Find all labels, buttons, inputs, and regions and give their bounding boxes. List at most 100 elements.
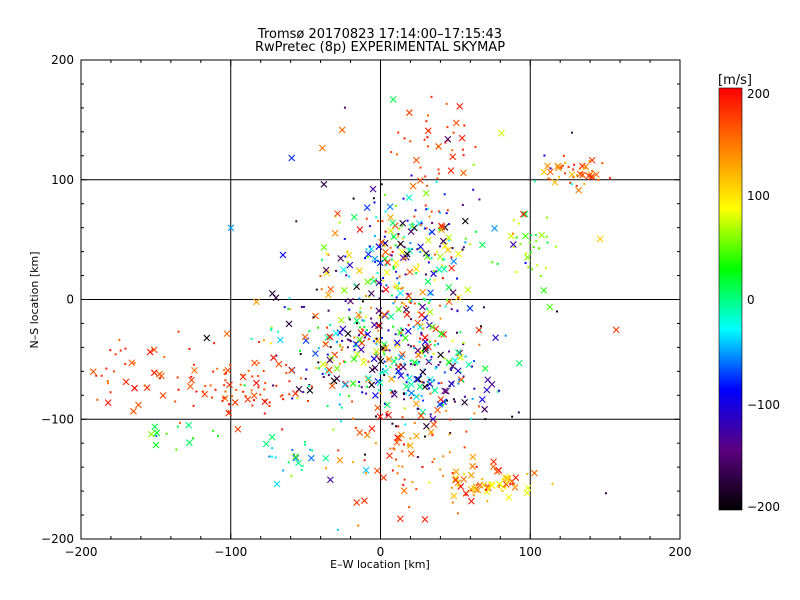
scatter-dot (532, 246, 535, 249)
scatter-dot (257, 386, 260, 389)
scatter-cross (579, 171, 587, 179)
scatter-dot (376, 272, 379, 275)
scatter-dot (204, 385, 207, 388)
colorbar (719, 88, 742, 510)
scatter-dot (515, 236, 518, 239)
scatter-cross (416, 177, 424, 184)
scatter-cross (405, 194, 413, 202)
scatter-dot (472, 188, 475, 191)
scatter-cross (292, 390, 299, 397)
scatter-cross (498, 129, 505, 137)
scatter-dot (277, 330, 280, 333)
scatter-cross (375, 307, 383, 315)
x-tick-label: 200 (669, 545, 692, 559)
scatter-dot (118, 338, 121, 341)
scatter-dot (365, 472, 368, 475)
scatter-cross (439, 237, 447, 245)
scatter-dot (311, 449, 314, 452)
scatter-cross (398, 248, 406, 256)
scatter-cross (261, 398, 269, 406)
scatter-cross (454, 349, 462, 356)
scatter-dot (427, 145, 430, 148)
scatter-cross (324, 291, 332, 299)
scatter-dot (299, 377, 302, 380)
scatter-cross (353, 350, 361, 358)
scatter-cross (523, 253, 531, 261)
scatter-dot (472, 163, 475, 166)
scatter-dot (444, 305, 447, 308)
scatter-cross (449, 362, 457, 370)
scatter-dot (399, 362, 402, 365)
scatter-dot (235, 388, 238, 391)
scatter-dot (564, 162, 567, 165)
scatter-cross (442, 387, 450, 395)
scatter-dot (380, 183, 383, 186)
scatter-cross (371, 255, 379, 263)
scatter-cross (250, 392, 258, 399)
scatter-dot (392, 265, 395, 268)
scatter-dot (163, 355, 166, 358)
colorbar-label: [m/s] (718, 73, 752, 88)
scatter-dot (403, 137, 406, 140)
scatter-cross (350, 213, 358, 221)
scatter-dot (512, 482, 515, 485)
scatter-dot (338, 403, 341, 406)
scatter-dot (470, 489, 473, 492)
scatter-dot (421, 249, 424, 252)
scatter-dot (368, 225, 371, 228)
scatter-cross (448, 264, 456, 272)
scatter-cross (262, 440, 270, 448)
scatter-dot (470, 417, 473, 420)
scatter-cross (369, 185, 377, 193)
scatter-dot (450, 366, 453, 369)
scatter-dot (359, 310, 362, 313)
scatter-cross (368, 381, 376, 389)
scatter-dot (268, 401, 271, 404)
scatter-cross (419, 408, 427, 416)
scatter-cross (122, 378, 130, 386)
scatter-dot (288, 297, 291, 300)
scatter-cross (458, 134, 466, 142)
scatter-cross (376, 413, 384, 421)
scatter-dot (413, 302, 416, 305)
scatter-dot (336, 528, 339, 531)
scatter-dot (481, 477, 484, 480)
scatter-cross (360, 358, 368, 366)
scatter-cross (431, 386, 439, 394)
scatter-dot (258, 340, 261, 343)
scatter-dot (464, 493, 467, 496)
scatter-cross (387, 214, 394, 221)
scatter-cross (444, 246, 452, 254)
scatter-dot (400, 301, 403, 304)
scatter-dot (391, 422, 394, 425)
scatter-dot (395, 364, 398, 367)
scatter-dot (464, 355, 467, 358)
scatter-cross (384, 259, 391, 266)
scatter-dot (375, 415, 378, 418)
scatter-dot (432, 270, 435, 273)
scatter-cross (239, 373, 247, 381)
scatter-cross (292, 453, 300, 461)
scatter-dot (425, 184, 428, 187)
scatter-dot (438, 304, 441, 307)
scatter-dot (113, 370, 116, 373)
scatter-cross (356, 336, 364, 343)
scatter-dot (509, 483, 512, 486)
scatter-dot (325, 467, 328, 470)
scatter-cross (419, 368, 427, 376)
scatter-cross (150, 369, 158, 377)
scatter-dot (430, 210, 433, 213)
scatter-dot (373, 234, 376, 237)
scatter-dot (434, 367, 437, 370)
scatter-cross (403, 250, 411, 258)
scatter-dot (405, 392, 408, 395)
scatter-dot (558, 175, 561, 178)
scatter-cross (467, 471, 475, 479)
scatter-dot (295, 220, 298, 223)
scatter-cross (327, 285, 335, 293)
scatter-dot (415, 272, 418, 275)
scatter-dot (478, 198, 481, 201)
scatter-dot (511, 232, 514, 235)
scatter-cross (253, 298, 260, 306)
scatter-dot (383, 194, 386, 197)
